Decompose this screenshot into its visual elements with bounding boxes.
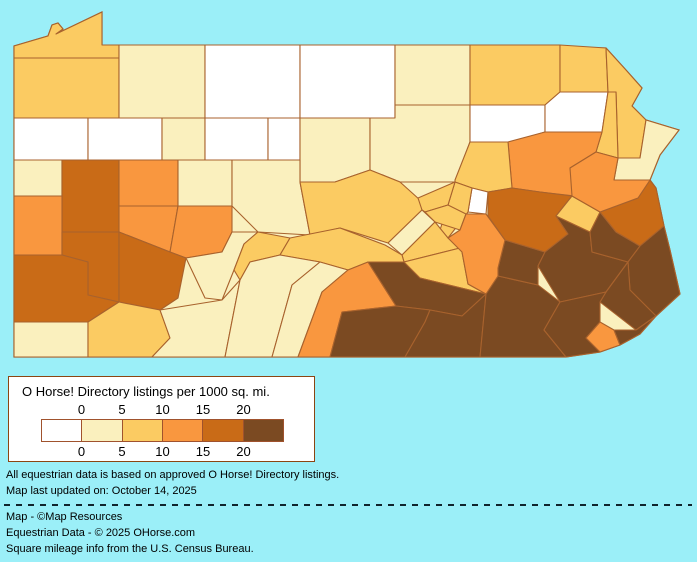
county-tioga xyxy=(394,44,471,106)
county-philadelphia xyxy=(613,315,657,346)
legend-swatch-4 xyxy=(202,420,243,441)
legend-tick-top-2: 10 xyxy=(155,402,170,417)
note-data-source: All equestrian data is based on approved… xyxy=(6,469,340,481)
legend-swatch-3 xyxy=(161,420,203,441)
county-wyoming xyxy=(544,91,609,133)
county-erie xyxy=(13,11,120,59)
legend-tick-bottom-4: 20 xyxy=(236,444,251,459)
legend-swatch-5 xyxy=(242,420,283,441)
legend-ticks-top: 0 5 10 15 20 xyxy=(41,402,284,417)
county-bradford xyxy=(469,44,561,106)
dashed-divider xyxy=(4,504,692,506)
legend-box: O Horse! Directory listings per 1000 sq.… xyxy=(8,376,315,462)
legend-swatch-1 xyxy=(81,420,122,441)
legend-tick-top-4: 20 xyxy=(236,402,251,417)
legend-tick-top-3: 15 xyxy=(195,402,211,417)
legend-tick-top-1: 5 xyxy=(118,402,126,417)
pennsylvania-county-map xyxy=(13,11,681,358)
county-dauphin xyxy=(447,213,506,295)
county-potter xyxy=(299,44,396,119)
county-beaver xyxy=(13,195,63,256)
legend-swatch-2 xyxy=(121,420,162,441)
county-mckean xyxy=(204,44,301,119)
legend-tick-bottom-2: 10 xyxy=(155,444,170,459)
legend-swatch-0 xyxy=(42,420,82,441)
credit-equestrian-data: Equestrian Data - © 2025 OHorse.com xyxy=(6,527,196,539)
county-forest xyxy=(161,117,206,161)
legend-tick-bottom-1: 5 xyxy=(118,444,126,459)
county-mercer xyxy=(13,117,89,161)
county-monroe xyxy=(569,151,651,213)
county-cameron xyxy=(267,117,301,161)
county-warren xyxy=(118,44,206,119)
county-jefferson xyxy=(177,159,233,207)
county-venango xyxy=(87,117,163,161)
county-delaware xyxy=(585,321,621,353)
credit-square-mileage: Square mileage info from the U.S. Census… xyxy=(6,543,254,555)
note-last-updated: Map last updated on: October 14, 2025 xyxy=(6,485,197,497)
legend-tick-bottom-0: 0 xyxy=(77,444,86,459)
county-butler xyxy=(61,159,120,233)
county-clarion xyxy=(118,159,179,207)
county-lawrence xyxy=(13,159,63,197)
county-susquehanna xyxy=(559,44,609,93)
legend-tick-top-0: 0 xyxy=(77,402,86,417)
legend-color-ramp xyxy=(41,419,284,442)
county-elk xyxy=(204,117,269,161)
legend-ticks-bottom: 0 5 10 15 20 xyxy=(41,444,284,459)
credit-map: Map - ©Map Resources xyxy=(6,511,123,523)
county-greene xyxy=(13,321,89,358)
county-clinton xyxy=(299,117,371,183)
legend-tick-bottom-3: 15 xyxy=(195,444,211,459)
legend-title: O Horse! Directory listings per 1000 sq.… xyxy=(22,384,270,399)
county-crawford xyxy=(13,57,120,119)
